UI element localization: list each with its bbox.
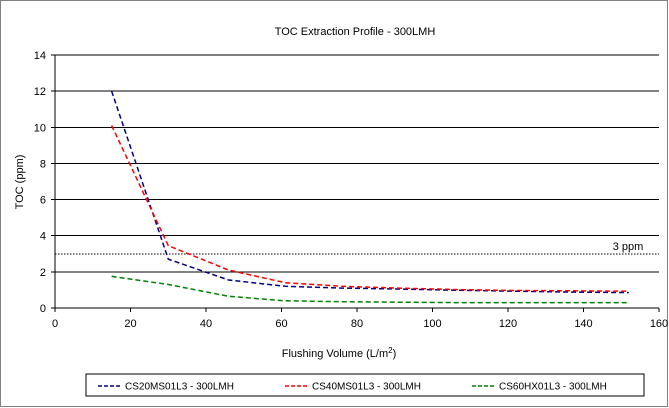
chart-title: TOC Extraction Profile - 300LMH	[275, 26, 436, 38]
gridlines	[55, 54, 659, 273]
series-line-2	[110, 125, 629, 292]
x-tick-label-40: 40	[200, 318, 212, 330]
legend-label-3: CS60HX01L3 - 300LMH	[499, 382, 607, 393]
y-tick-label-10: 10	[34, 122, 46, 134]
y-axis-title: TOC (ppm)	[14, 155, 26, 210]
x-tick-label-60: 60	[275, 318, 287, 330]
series-line-3	[111, 275, 629, 304]
reference-line-label: 3 ppm	[613, 241, 644, 253]
legend-label-1: CS20MS01L3 - 300LMH	[125, 382, 234, 393]
x-tick-label-120: 120	[499, 318, 517, 330]
y-tick-label-6: 6	[40, 195, 46, 207]
plot-background	[55, 55, 659, 308]
x-tick-labels: 0 20 40 60 80 100 120 140 160	[52, 318, 668, 330]
x-tick-label-0: 0	[52, 318, 58, 330]
x-tick-label-140: 140	[574, 318, 592, 330]
y-tick-label-12: 12	[34, 86, 46, 98]
plot-area	[55, 55, 659, 308]
x-tick-label-100: 100	[423, 318, 441, 330]
x-tick-label-160: 160	[650, 318, 668, 330]
legend: CS20MS01L3 - 300LMH CS40MS01L3 - 300LMH CS…	[85, 373, 645, 397]
y-tick-label-8: 8	[40, 158, 46, 170]
x-axis-title: Flushing Volume (L/m2)	[282, 346, 397, 360]
axes	[51, 54, 660, 312]
reference-line-group: 3 ppm	[55, 241, 659, 255]
x-axis-title-superscript: 2	[388, 346, 393, 355]
y-tick-labels: 0 2 4 6 8 10 12 14	[34, 50, 46, 315]
y-tick-label-0: 0	[40, 303, 46, 315]
series-lines	[110, 90, 629, 304]
y-tick-label-4: 4	[40, 231, 46, 243]
y-tick-label-2: 2	[40, 267, 46, 279]
x-tick-label-20: 20	[124, 318, 136, 330]
legend-label-2: CS40MS01L3 - 300LMH	[312, 382, 421, 393]
x-axis-title-suffix: )	[393, 348, 397, 360]
x-tick-label-80: 80	[351, 318, 363, 330]
y-tick-label-14: 14	[34, 50, 46, 62]
series-line-1	[110, 90, 629, 294]
x-axis-title-main: Flushing Volume (L/m	[282, 348, 388, 360]
legend-items: CS20MS01L3 - 300LMH CS40MS01L3 - 300LMH CS…	[98, 382, 607, 393]
legend-box	[85, 373, 645, 397]
